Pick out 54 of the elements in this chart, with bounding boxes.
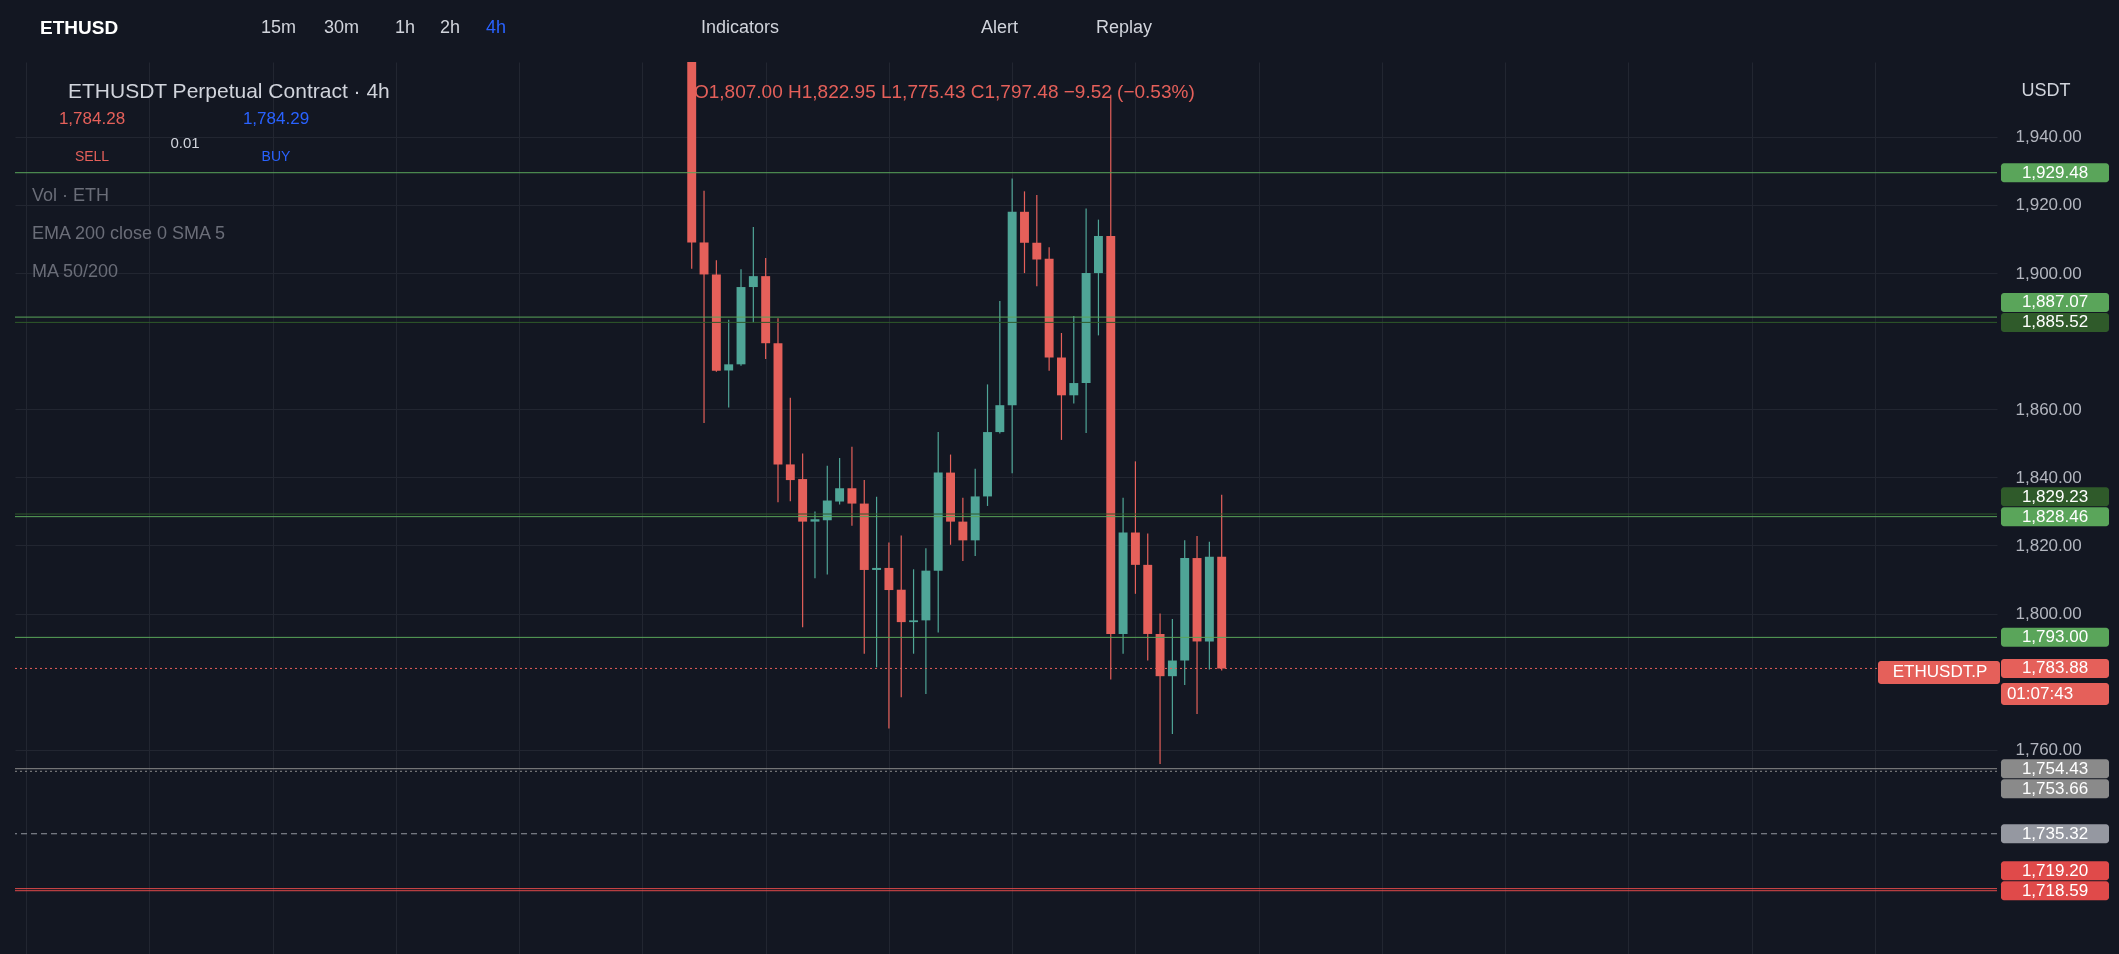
annotation: MA 50/200: [32, 261, 119, 281]
candlestick: [748, 226, 758, 324]
candlestick: [872, 496, 882, 668]
text: 2h: [440, 17, 461, 37]
text: Alert: [981, 17, 1019, 37]
annotation: 0.01: [170, 134, 200, 151]
text: ETHUSD: [40, 17, 119, 38]
candlestick: [1167, 618, 1177, 735]
ref-line-label: 1,735.32: [2021, 823, 2089, 843]
ref-line-label: 1,753.66: [2021, 778, 2089, 798]
annotation: 1,784.29: [242, 109, 310, 128]
y-tick-label: 1,800.00: [2015, 604, 2082, 624]
text: USDT: [2021, 80, 2071, 100]
text: 1h: [395, 17, 416, 37]
text: 30m: [324, 17, 360, 37]
text: 4h: [486, 17, 507, 37]
candlestick: [847, 446, 857, 527]
candlestick: [958, 497, 968, 562]
text: 15m: [261, 17, 297, 37]
ref-line-label: 1,829.23: [2021, 486, 2089, 506]
annotation: O1,807.00 H1,822.95 L1,775.43 C1,797.48 −9.52 (−0.53%): [694, 81, 1195, 102]
candlestick: [909, 568, 919, 655]
ref-line-label: 1,718.59: [2021, 880, 2089, 900]
text: 01:07:43: [2006, 684, 2074, 703]
ref-line-label: 1,887.07: [2021, 292, 2089, 312]
text: ETHUSDT Perpetual Contract · 4h: [68, 79, 390, 102]
text: Indicators: [701, 17, 780, 37]
ref-line-label: 1,783.88: [2021, 658, 2089, 678]
y-tick-label: 1,860.00: [2015, 399, 2082, 419]
candlestick: [1032, 194, 1042, 287]
y-tick-label: 1,760.00: [2015, 740, 2082, 760]
y-tick-label: 1,940.00: [2015, 127, 2082, 147]
ref-line-label: 1,719.20: [2021, 860, 2089, 880]
ref-line-label: 1,929.48: [2021, 162, 2089, 182]
y-tick-label: 1,920.00: [2015, 195, 2082, 215]
annotation: 1,784.28: [58, 109, 126, 128]
y-tick-label: 1,820.00: [2015, 535, 2082, 555]
y-tick-label: 1,840.00: [2015, 467, 2082, 487]
candlestick: [1069, 315, 1079, 405]
candlestick: [785, 397, 795, 502]
candlestick: [724, 319, 734, 409]
candlestick: [810, 510, 820, 579]
annotation: ETHUSDT.P: [1892, 662, 1988, 681]
y-tick-label: 1,900.00: [2015, 263, 2082, 283]
annotation: EMA 200 close 0 SMA 5: [32, 223, 226, 243]
ref-line-label: 1,754.43: [2021, 758, 2089, 778]
annotation: SELL: [74, 148, 110, 164]
annotation: BUY: [261, 148, 292, 164]
candlestick: [835, 457, 845, 506]
ref-line-label: 1,793.00: [2021, 627, 2089, 647]
ref-line-label: 1,828.46: [2021, 506, 2089, 526]
annotation: Vol · ETH: [32, 185, 110, 205]
ref-line-label: 1,885.52: [2021, 312, 2089, 332]
text: Replay: [1096, 17, 1153, 37]
